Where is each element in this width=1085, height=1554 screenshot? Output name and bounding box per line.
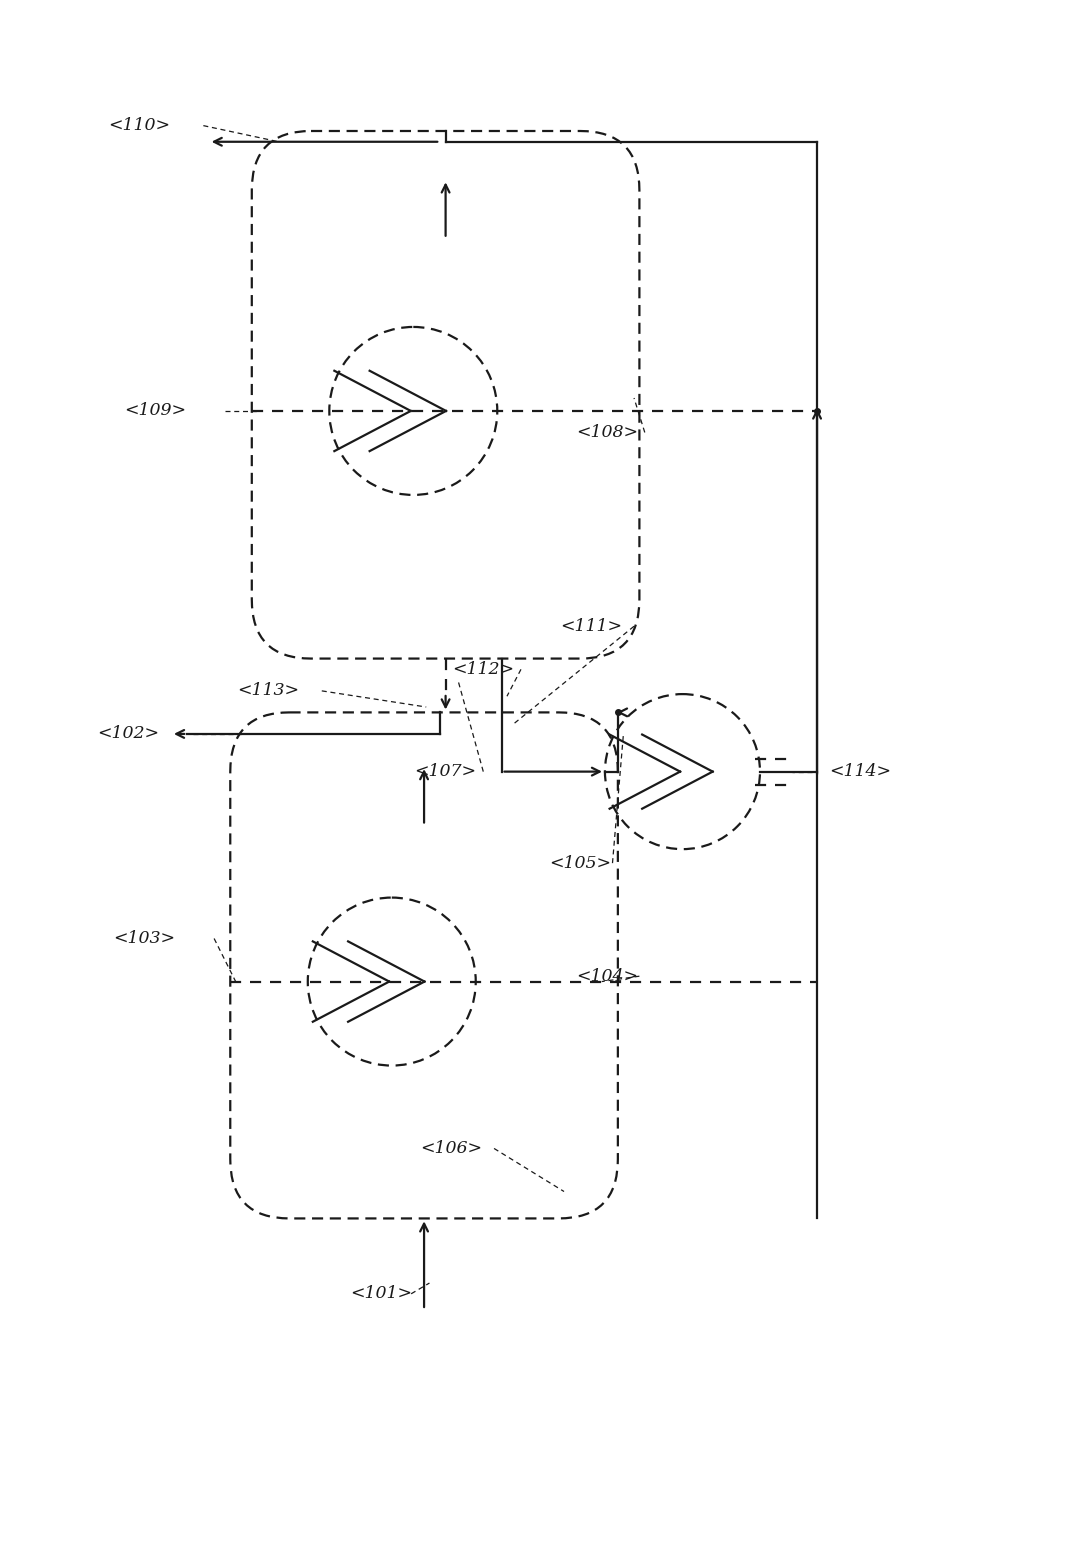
Text: <110>: <110>: [107, 117, 169, 134]
Text: <102>: <102>: [97, 726, 159, 743]
Text: <107>: <107>: [414, 763, 476, 780]
Text: <103>: <103>: [113, 929, 175, 946]
Text: <101>: <101>: [350, 1285, 412, 1302]
Text: <106>: <106>: [420, 1141, 482, 1156]
Text: <104>: <104>: [576, 968, 638, 985]
Text: <109>: <109>: [124, 402, 186, 420]
Text: <114>: <114>: [829, 763, 891, 780]
Text: <105>: <105>: [549, 855, 611, 872]
Text: <111>: <111>: [560, 618, 622, 634]
Text: <112>: <112>: [452, 660, 514, 678]
Text: <113>: <113>: [237, 682, 299, 699]
Text: <108>: <108>: [576, 424, 638, 441]
